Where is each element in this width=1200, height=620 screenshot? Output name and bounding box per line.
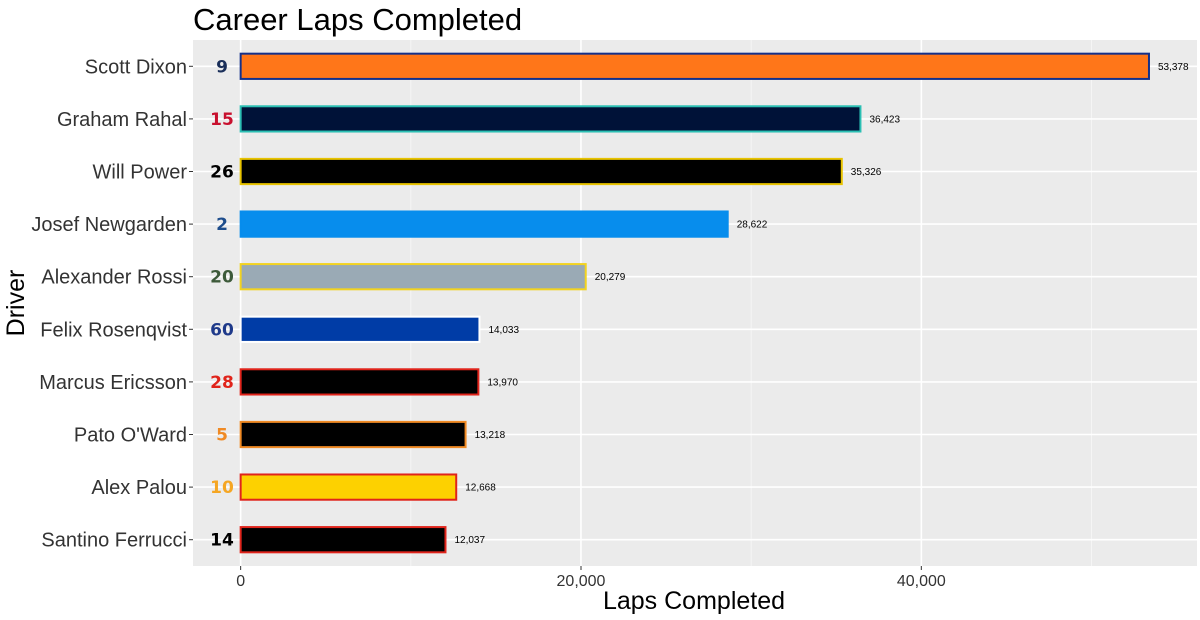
x-axis-title: Laps Completed [603, 587, 785, 615]
category-label-josef-newgarden: Josef Newgarden [31, 214, 187, 236]
value-label-alex-palou: 12,668 [465, 483, 496, 494]
category-label-felix-rosenqvist: Felix Rosenqvist [40, 319, 187, 341]
bar-graham-rahal [239, 105, 862, 133]
bar-alexander-rossi [239, 263, 587, 291]
car-numbers: 9 15 26 2 20 60 28 5 10 14 [210, 57, 234, 550]
car-number-santino-ferrucci: 14 [210, 531, 234, 551]
car-number-scott-dixon: 9 [216, 57, 228, 77]
car-number-alexander-rossi: 20 [210, 268, 234, 288]
bar-marcus-ericsson [239, 368, 480, 396]
category-label-pato-o-ward: Pato O'Ward [74, 425, 187, 447]
x-tick-label: 40,000 [897, 573, 946, 590]
value-label-alexander-rossi: 20,279 [595, 272, 626, 283]
value-label-santino-ferrucci: 12,037 [454, 535, 485, 546]
value-label-josef-newgarden: 28,622 [737, 220, 768, 231]
value-label-felix-rosenqvist: 14,033 [488, 325, 519, 336]
bar-santino-ferrucci [239, 526, 447, 554]
car-number-alex-palou: 10 [210, 478, 234, 498]
value-label-pato-o-ward: 13,218 [475, 430, 506, 441]
chart-title: Career Laps Completed [193, 2, 522, 37]
value-label-graham-rahal: 36,423 [869, 114, 900, 125]
category-label-scott-dixon: Scott Dixon [85, 56, 187, 78]
category-label-alex-palou: Alex Palou [91, 477, 187, 499]
value-label-marcus-ericsson: 13,970 [487, 377, 518, 388]
category-label-will-power: Will Power [93, 162, 188, 184]
bar-pato-o-ward [239, 420, 467, 449]
bars [239, 52, 1150, 554]
bar-josef-newgarden [239, 210, 729, 238]
bar-will-power [239, 157, 843, 186]
x-tick-label: 0 [236, 573, 245, 590]
car-number-josef-newgarden: 2 [216, 215, 228, 235]
car-number-will-power: 26 [210, 163, 234, 183]
category-label-marcus-ericsson: Marcus Ericsson [39, 372, 187, 394]
category-label-santino-ferrucci: Santino Ferrucci [41, 530, 187, 552]
value-label-scott-dixon: 53,378 [1158, 62, 1189, 73]
category-label-graham-rahal: Graham Rahal [57, 109, 187, 131]
y-axis-title: Driver [2, 270, 30, 337]
value-label-will-power: 35,326 [851, 167, 882, 178]
x-tick-label: 20,000 [557, 573, 606, 590]
bar-felix-rosenqvist [239, 315, 481, 343]
car-number-marcus-ericsson: 28 [210, 373, 234, 393]
car-number-pato-o-ward: 5 [216, 426, 228, 446]
bar-alex-palou [239, 473, 458, 501]
x-axis: 0 20,000 40,000 [236, 566, 946, 590]
category-label-alexander-rossi: Alexander Rossi [41, 267, 187, 289]
y-axis: Scott Dixon Graham Rahal Will Power Josef N… [31, 56, 193, 552]
car-number-felix-rosenqvist: 60 [210, 320, 234, 340]
value-labels: 53,378 36,423 35,326 28,622 20,279 14,033 13,9… [454, 62, 1189, 546]
car-number-graham-rahal: 15 [210, 110, 234, 130]
bar-scott-dixon [239, 52, 1150, 80]
